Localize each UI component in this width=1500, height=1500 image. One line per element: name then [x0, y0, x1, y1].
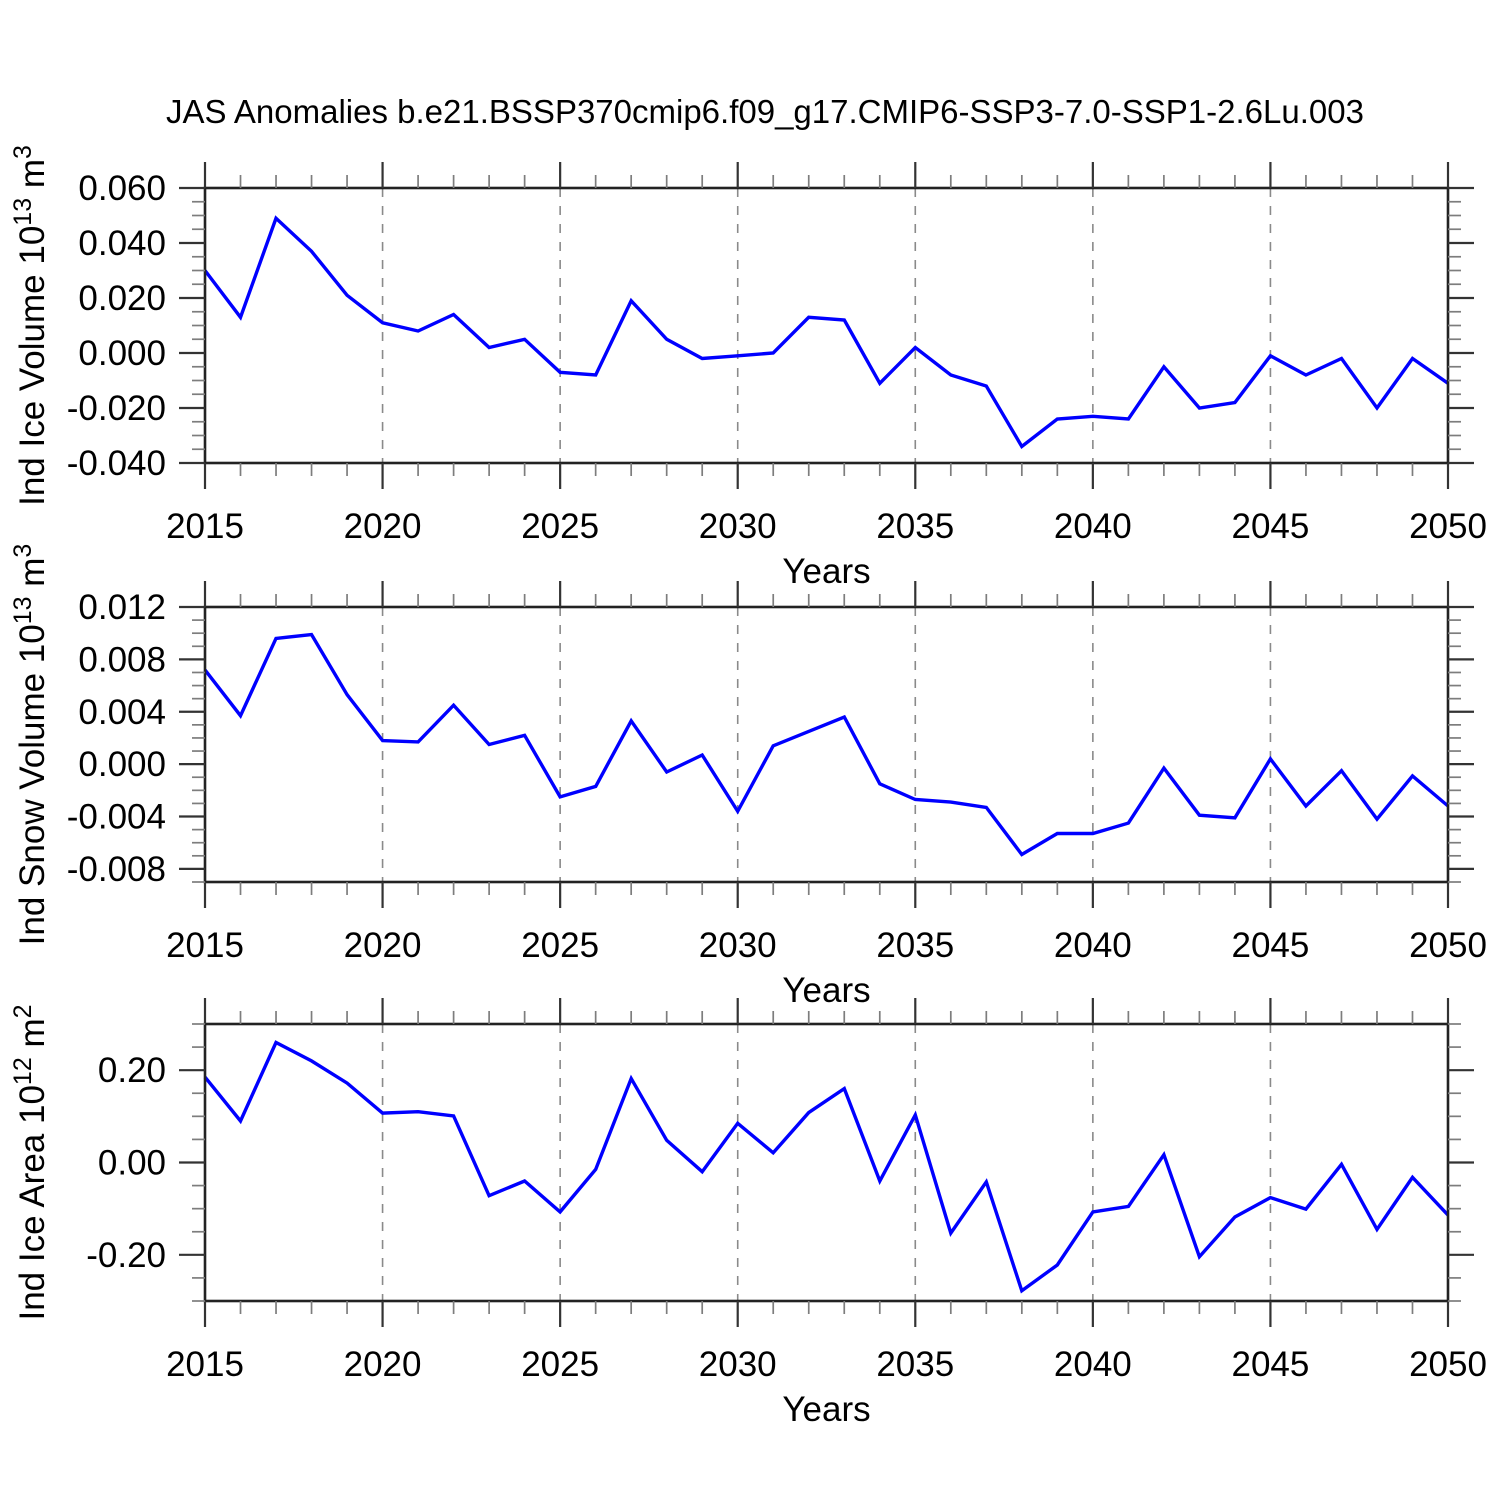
x-axis-title: Years: [782, 971, 870, 1010]
x-tick-label-2035: 2035: [876, 507, 954, 546]
x-tick-label-2015: 2015: [166, 1345, 244, 1384]
y-tick-label--0.20: -0.20: [86, 1236, 166, 1275]
gridlines: [381, 607, 1272, 882]
chart-ice-area: 0.20 0.00 -0.20 2015 2020 2025 2030 2035 2040 204…: [9, 998, 1487, 1429]
x-tick-label-2015: 2015: [166, 507, 244, 546]
x-tick-label-2045: 2045: [1231, 1345, 1309, 1384]
y-tick-label-0.000: 0.000: [78, 745, 166, 784]
y-tick-label-0.00: 0.00: [98, 1144, 166, 1183]
x-tick-label-2025: 2025: [521, 1345, 599, 1384]
x-tick-label-2045: 2045: [1231, 507, 1309, 546]
y-tick-label-0.012: 0.012: [78, 588, 166, 627]
x-tick-label-2015: 2015: [166, 926, 244, 965]
x-tick-label-2020: 2020: [344, 1345, 422, 1384]
x-tick-label-2025: 2025: [521, 926, 599, 965]
y-ticks: [179, 605, 1474, 883]
plot-box: [203, 605, 1450, 884]
x-tick-label-2045: 2045: [1231, 926, 1309, 965]
x-tick-label-2040: 2040: [1054, 1345, 1132, 1384]
y-tick-label-0.004: 0.004: [78, 693, 166, 732]
y-tick-label-0.040: 0.040: [78, 224, 166, 263]
y-tick-label-0.060: 0.060: [78, 169, 166, 208]
x-ticks: [203, 162, 1450, 489]
y-tick-label-0.000: 0.000: [78, 334, 166, 373]
x-tick-label-2050: 2050: [1409, 507, 1487, 546]
x-tick-label-2035: 2035: [876, 1345, 954, 1384]
x-axis-title: Years: [782, 552, 870, 591]
x-tick-label-2025: 2025: [521, 507, 599, 546]
x-tick-label-2030: 2030: [699, 1345, 777, 1384]
y-ticks: [179, 186, 1474, 465]
y-tick-label--0.008: -0.008: [67, 850, 166, 889]
x-tick-label-2040: 2040: [1054, 507, 1132, 546]
x-ticks: [203, 998, 1450, 1327]
x-tick-label-2040: 2040: [1054, 926, 1132, 965]
figure-title: JAS Anomalies b.e21.BSSP370cmip6.f09_g17…: [166, 93, 1364, 130]
y-axis-title: Ind Ice Area 1012 m2: [9, 1004, 52, 1320]
x-tick-label-2050: 2050: [1409, 926, 1487, 965]
x-tick-label-2050: 2050: [1409, 1345, 1487, 1384]
y-axis-title: Ind Ice Volume 1013 m3: [9, 145, 52, 506]
x-tick-label-2030: 2030: [699, 507, 777, 546]
y-tick-label-0.20: 0.20: [98, 1051, 166, 1090]
plot-box: [203, 1022, 1450, 1303]
x-tick-label-2020: 2020: [344, 926, 422, 965]
y-tick-label--0.004: -0.004: [67, 798, 166, 837]
x-axis-title: Years: [782, 1390, 870, 1429]
x-tick-label-2030: 2030: [699, 926, 777, 965]
y-tick-label--0.040: -0.040: [67, 444, 166, 483]
gridlines: [381, 188, 1272, 463]
snow-volume-series-line: [203, 632, 1450, 857]
ice-area-series-line: [203, 1040, 1450, 1294]
y-ticks: [179, 1023, 1474, 1302]
y-axis-title: Ind Snow Volume 1013 m3: [9, 544, 52, 946]
gridlines: [381, 1024, 1272, 1301]
x-tick-label-2035: 2035: [876, 926, 954, 965]
y-tick-label-0.008: 0.008: [78, 640, 166, 679]
y-tick-label--0.020: -0.020: [67, 389, 166, 428]
ice-volume-series-line: [203, 215, 1449, 450]
x-tick-label-2020: 2020: [344, 507, 422, 546]
x-ticks: [203, 581, 1450, 908]
y-tick-label-0.020: 0.020: [78, 279, 166, 318]
